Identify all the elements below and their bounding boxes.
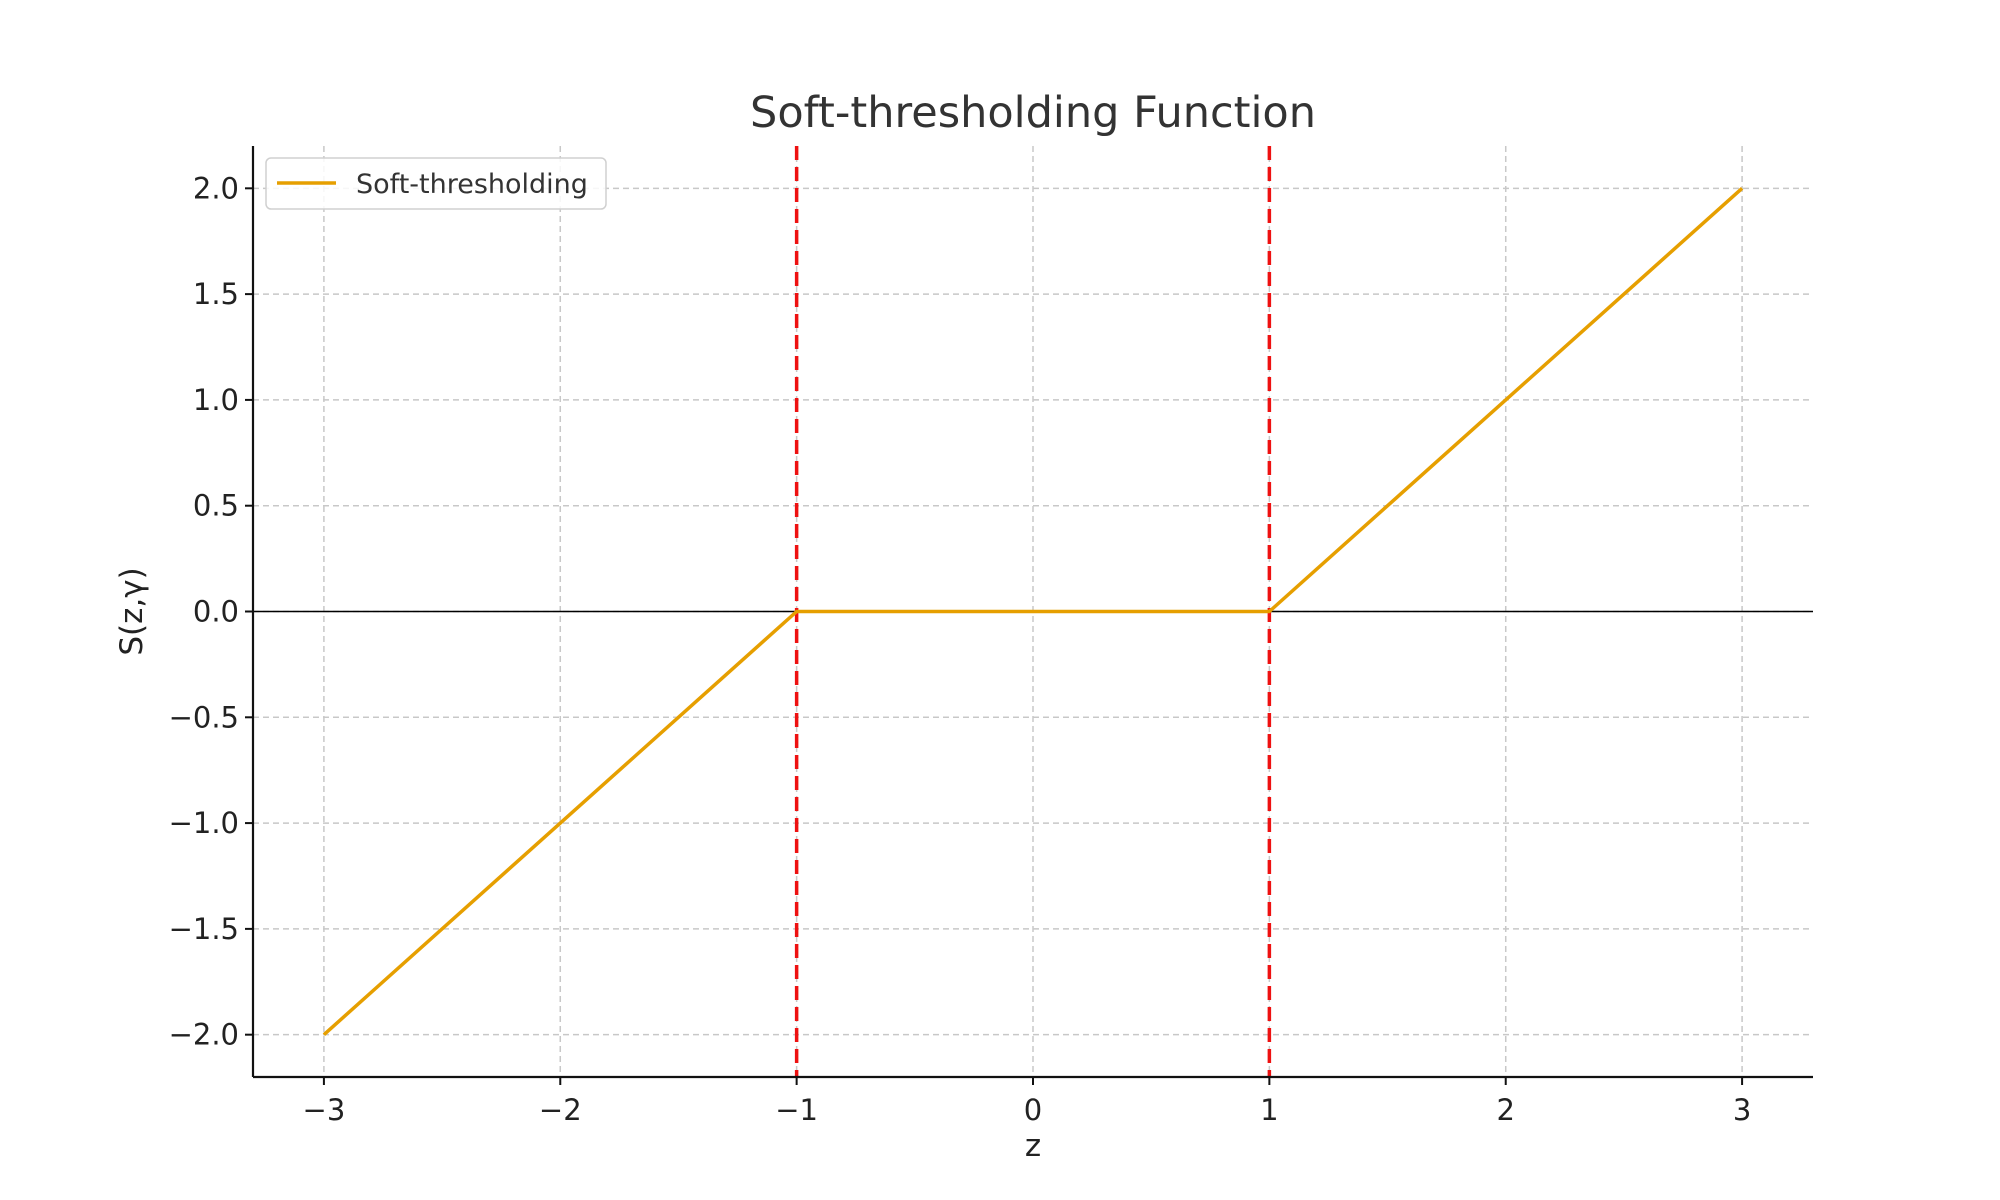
y-tick-label-8: 2.0 bbox=[193, 171, 239, 205]
x-tick-label-5: 2 bbox=[1497, 1093, 1515, 1127]
y-tick-label-5: 0.5 bbox=[193, 489, 239, 523]
y-tick-label-7: 1.5 bbox=[193, 277, 239, 311]
series-layer bbox=[322, 187, 1744, 1036]
y-tick-label-3: −0.5 bbox=[169, 700, 239, 734]
legend-box bbox=[265, 157, 607, 210]
chart-title: Soft-thresholding Function bbox=[750, 88, 1316, 138]
x-tick-label-1: −2 bbox=[539, 1093, 582, 1127]
x-tick-label-0: −3 bbox=[303, 1093, 346, 1127]
y-tick-label-1: −1.5 bbox=[169, 912, 239, 946]
y-tick-label-2: −1.0 bbox=[169, 806, 239, 840]
y-tick-label-0: −2.0 bbox=[169, 1018, 239, 1052]
series-line-soft-thresholding bbox=[322, 187, 1744, 1036]
x-axis-label: z bbox=[1025, 1128, 1041, 1164]
x-tick-label-4: 1 bbox=[1260, 1093, 1278, 1127]
x-tick-label-3: 0 bbox=[1024, 1093, 1042, 1127]
ticks: −3 −2 −1 0 1 2 3 −2.0 −1.5 −1.0 −0.5 0.0 0.5 1.0 1.5 2.… bbox=[169, 171, 1752, 1127]
y-tick-label-6: 1.0 bbox=[193, 383, 239, 417]
y-axis-label: S(z,γ) bbox=[114, 567, 150, 655]
legend-label: Soft-thresholding bbox=[356, 169, 588, 200]
legend: Soft-thresholding bbox=[265, 157, 607, 210]
x-tick-label-6: 3 bbox=[1733, 1093, 1751, 1127]
x-tick-label-2: −1 bbox=[775, 1093, 818, 1127]
y-tick-label-4: 0.0 bbox=[193, 595, 239, 629]
